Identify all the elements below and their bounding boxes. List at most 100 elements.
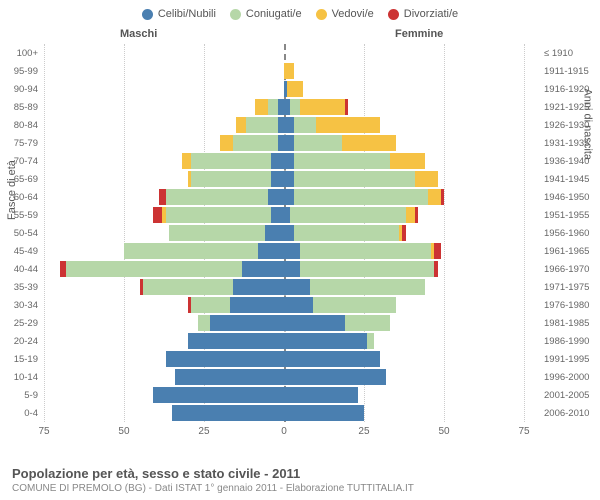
- birth-tick: 1926-1930: [540, 116, 600, 134]
- bar-segment: [268, 189, 284, 205]
- gridline: [524, 44, 525, 422]
- female-bar: [284, 297, 396, 313]
- female-bar: [284, 171, 438, 187]
- age-row: [44, 368, 524, 386]
- female-bar: [284, 405, 364, 421]
- bar-segment: [230, 297, 284, 313]
- bar-segment: [166, 189, 268, 205]
- x-tick: 75: [518, 426, 529, 437]
- birth-tick: 1976-1980: [540, 296, 600, 314]
- x-tick: 0: [281, 426, 287, 437]
- birth-tick: 1996-2000: [540, 368, 600, 386]
- bar-segment: [310, 279, 425, 295]
- age-tick: 30-34: [0, 296, 42, 314]
- bar-segment: [166, 351, 284, 367]
- male-bar: [60, 261, 284, 277]
- birth-tick: 1991-1995: [540, 350, 600, 368]
- birth-tick: 1966-1970: [540, 260, 600, 278]
- population-pyramid: 7550250255075: [44, 44, 524, 440]
- bar-segment: [300, 243, 431, 259]
- bar-segment: [284, 171, 294, 187]
- bar-segment: [284, 405, 364, 421]
- age-tick: 15-19: [0, 350, 42, 368]
- plot: 7550250255075: [44, 44, 524, 440]
- bar-segment: [236, 117, 246, 133]
- birth-tick: 1936-1940: [540, 152, 600, 170]
- age-row: [44, 242, 524, 260]
- bar-segment: [287, 81, 303, 97]
- legend: Celibi/NubiliConiugati/eVedovi/eDivorzia…: [0, 0, 600, 24]
- bar-segment: [284, 135, 294, 151]
- female-bar: [284, 99, 348, 115]
- male-bar: [188, 171, 284, 187]
- female-bar: [284, 225, 406, 241]
- age-row: [44, 278, 524, 296]
- x-tick: 75: [38, 426, 49, 437]
- bar-segment: [153, 207, 163, 223]
- bar-segment: [191, 171, 271, 187]
- label-maschi: Maschi: [120, 28, 157, 40]
- bar-segment: [284, 243, 300, 259]
- bar-segment: [294, 225, 400, 241]
- label-femmine: Femmine: [395, 28, 443, 40]
- age-row: [44, 62, 524, 80]
- bar-segment: [434, 261, 437, 277]
- age-tick: 100+: [0, 44, 42, 62]
- male-bar: [124, 243, 284, 259]
- x-tick: 50: [118, 426, 129, 437]
- age-row: [44, 332, 524, 350]
- legend-label: Vedovi/e: [332, 8, 374, 20]
- bar-segment: [246, 117, 278, 133]
- bar-segment: [300, 261, 434, 277]
- female-bar: [284, 243, 441, 259]
- birth-tick: 1946-1950: [540, 188, 600, 206]
- bars-container: [44, 44, 524, 422]
- bar-segment: [198, 315, 211, 331]
- bar-segment: [402, 225, 405, 241]
- bar-segment: [367, 333, 373, 349]
- y-axis-age: 100+95-9990-9485-8980-8475-7970-7465-696…: [0, 44, 42, 422]
- bar-segment: [220, 135, 233, 151]
- female-bar: [284, 261, 438, 277]
- bar-segment: [290, 99, 300, 115]
- female-bar: [284, 369, 386, 385]
- age-tick: 25-29: [0, 314, 42, 332]
- bar-segment: [415, 207, 418, 223]
- bar-segment: [294, 171, 416, 187]
- female-bar: [284, 351, 380, 367]
- birth-tick: 1921-1925: [540, 98, 600, 116]
- age-tick: 65-69: [0, 170, 42, 188]
- birth-tick: ≤ 1910: [540, 44, 600, 62]
- male-bar: [188, 333, 284, 349]
- bar-segment: [342, 135, 396, 151]
- age-row: [44, 206, 524, 224]
- age-row: [44, 116, 524, 134]
- bar-segment: [284, 225, 294, 241]
- birth-tick: 1911-1915: [540, 62, 600, 80]
- female-bar: [284, 81, 303, 97]
- bar-segment: [268, 99, 278, 115]
- bar-segment: [415, 171, 437, 187]
- female-bar: [284, 279, 425, 295]
- age-tick: 55-59: [0, 206, 42, 224]
- bar-segment: [284, 261, 300, 277]
- age-tick: 10-14: [0, 368, 42, 386]
- male-bar: [175, 369, 284, 385]
- bar-segment: [406, 207, 416, 223]
- bar-segment: [284, 369, 386, 385]
- female-bar: [284, 135, 396, 151]
- bar-segment: [345, 99, 348, 115]
- age-row: [44, 170, 524, 188]
- bar-segment: [284, 189, 294, 205]
- bar-segment: [265, 225, 284, 241]
- bar-segment: [294, 135, 342, 151]
- legend-item: Vedovi/e: [316, 8, 374, 20]
- male-bar: [166, 351, 284, 367]
- female-bar: [284, 207, 418, 223]
- age-row: [44, 44, 524, 62]
- male-bar: [153, 387, 284, 403]
- x-tick: 25: [198, 426, 209, 437]
- bar-segment: [255, 99, 268, 115]
- bar-segment: [271, 171, 284, 187]
- male-bar: [236, 117, 284, 133]
